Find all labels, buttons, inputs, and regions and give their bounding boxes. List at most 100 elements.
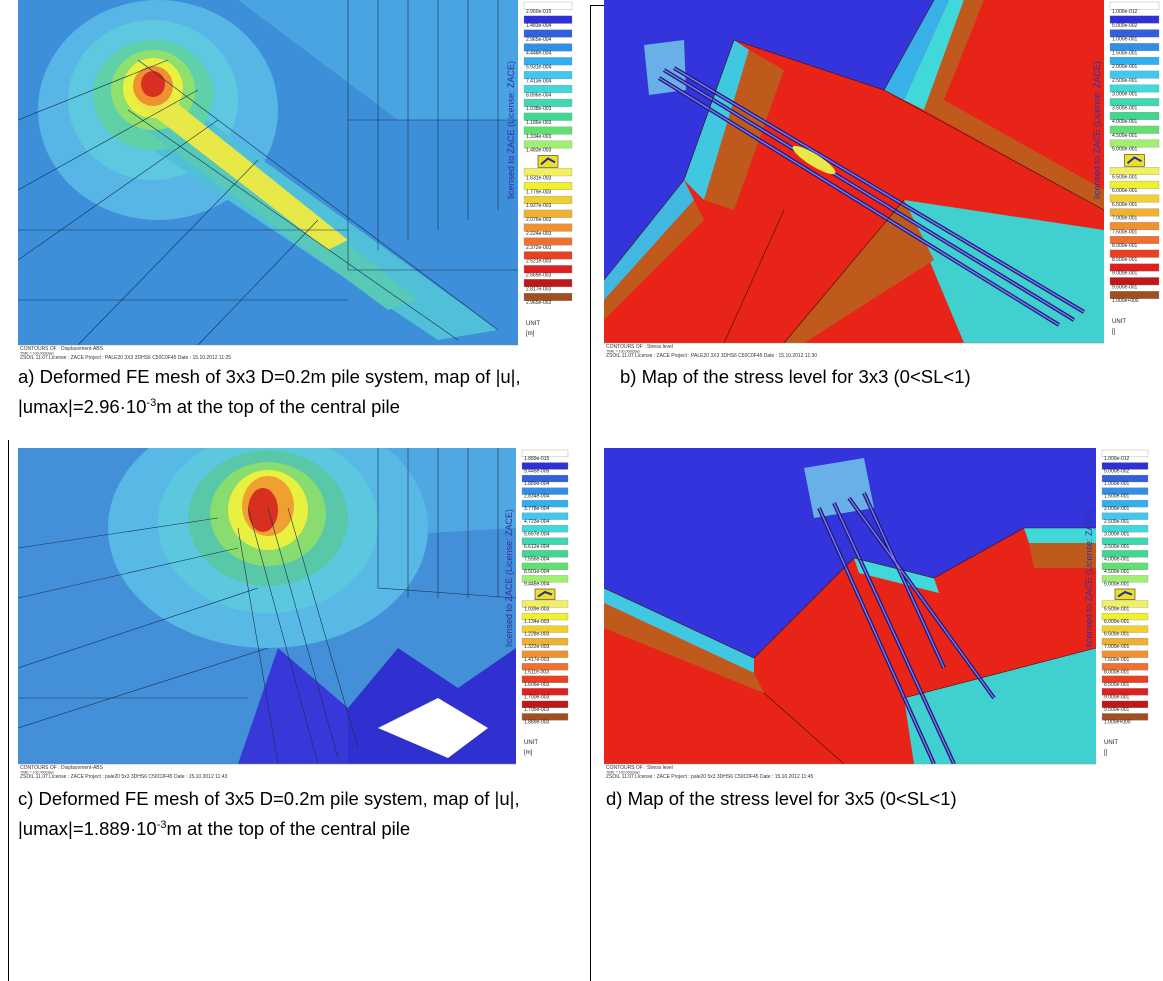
legend-label: 1.000e+000 <box>1104 719 1131 725</box>
unit-label: UNIT <box>524 740 538 746</box>
caption-text: m at the top of the central pile <box>156 396 400 417</box>
legend-label: 1.000e-012 <box>1112 9 1138 15</box>
license-note: licensed to ZACE (License: ZACE) <box>1092 61 1102 199</box>
legend-label: 1.186e-003 <box>526 120 552 126</box>
unit: [m] <box>526 331 535 337</box>
legend-label: 5.000e-001 <box>1112 147 1138 153</box>
contour-art <box>18 448 516 764</box>
figure-d: 1.000e-012 5.000e-002 1.000e-001 1.500e-001… <box>604 448 1152 779</box>
legend-label: 1.038e-003 <box>526 106 552 112</box>
page: 2.960e-015 1.483e-004 2.965e-004 4.448e-004… <box>0 0 1163 981</box>
legend-label: 1.000e-001 <box>1104 481 1130 487</box>
unit-label: UNIT <box>526 321 540 327</box>
legend-label: 2.817e-003 <box>526 286 552 292</box>
legend-label: 6.612e-004 <box>524 544 550 550</box>
legend-label: 1.779e-003 <box>526 189 552 195</box>
legend-label: 2.965e-003 <box>526 300 552 306</box>
caption-exponent: -3 <box>157 819 167 831</box>
legend-label: 1.000e+000 <box>1112 298 1139 304</box>
legend-label: 7.500e-001 <box>1112 229 1138 235</box>
contour-art <box>604 0 1104 343</box>
legend-label: 8.000e-001 <box>1112 243 1138 249</box>
legend-label: 8.896e-004 <box>526 92 552 98</box>
legend-label: 2.669e-003 <box>526 273 552 279</box>
caption-d: d) Map of the stress level for 3x5 (0<SL… <box>606 785 1146 812</box>
legend-label: 1.039e-003 <box>524 607 550 613</box>
legend-label: 6.500e-001 <box>1104 632 1130 638</box>
caption-exponent: -3 <box>146 397 156 409</box>
legend-label: 2.960e-015 <box>526 9 552 15</box>
legend-label: 3.500e-001 <box>1112 105 1138 111</box>
figure-c: 1.889e-015 9.445e-005 1.889e-004 2.834e-004… <box>18 448 572 779</box>
legend-label: 2.500e-001 <box>1112 78 1138 84</box>
legend-label: 8.500e-001 <box>1104 682 1130 688</box>
legend-label: 1.700e-003 <box>524 694 550 700</box>
legend-label: 1.228e-003 <box>524 632 550 638</box>
legend-label: 2.834e-004 <box>524 494 550 500</box>
legend-label: 5.931e-004 <box>526 65 552 71</box>
legend-label: 6.000e-001 <box>1104 619 1130 625</box>
legend-label: 1.889e-004 <box>524 481 550 487</box>
unit: [] <box>1104 750 1108 756</box>
legend-label: 3.000e-001 <box>1104 531 1130 537</box>
legend-label: 7.000e-001 <box>1112 216 1138 222</box>
legend-label: 1.483e-003 <box>526 148 552 154</box>
contour-art <box>604 448 1096 764</box>
caption-text: m at the top of the central pile <box>166 818 410 839</box>
caption-text: b) Map of the stress level for 3x3 (0<SL… <box>620 366 971 387</box>
license-note: licensed to ZACE (License: ZACE) <box>1084 509 1094 647</box>
legend-label: 1.927e-003 <box>526 203 552 209</box>
legend-label: 9.000e-001 <box>1112 271 1138 277</box>
legend-label: 3.500e-001 <box>1104 544 1130 550</box>
unit: [m] <box>524 750 533 756</box>
legend-label: 1.000e-001 <box>1112 37 1138 43</box>
footer-line: ZSOIL 11.07 License : ZACE Project : PAL… <box>20 355 231 360</box>
legend-label: 4.723e-004 <box>524 519 550 525</box>
footer-line: ZSOIL 11.07 License : ZACE Project : pal… <box>20 774 227 779</box>
legend-label: 5.000e-001 <box>1104 581 1130 587</box>
unit-label: UNIT <box>1104 740 1118 746</box>
legend-label: 8.501e-004 <box>524 569 550 575</box>
legend-label: 6.000e-001 <box>1112 188 1138 194</box>
legend-label: 2.965e-004 <box>526 37 552 43</box>
legend-label: 7.413e-004 <box>526 78 552 84</box>
caption-c: c) Deformed FE mesh of 3x5 D=0.2m pile s… <box>18 785 578 842</box>
legend-label: 4.500e-001 <box>1112 133 1138 139</box>
legend-label: 2.076e-003 <box>526 217 552 223</box>
unit-label: UNIT <box>1112 319 1126 325</box>
legend-label: 9.445e-005 <box>524 469 550 475</box>
table-rule <box>590 5 591 981</box>
legend-label: 1.000e-012 <box>1104 456 1130 462</box>
legend-label: 1.889e-015 <box>524 456 550 462</box>
legend-label: 5.000e-002 <box>1104 469 1130 475</box>
legend-label: 2.521e-003 <box>526 259 552 265</box>
figure-b: 1.000e-012 5.000e-002 1.000e-001 1.500e-001… <box>604 0 1163 358</box>
table-rule <box>8 440 9 981</box>
legend-label: 2.000e-001 <box>1104 506 1130 512</box>
footer-line: ZSOIL 11.07 License : ZACE Project : PAL… <box>606 353 817 358</box>
license-note: licensed to ZACE (License: ZACE) <box>506 61 516 199</box>
legend-label: 1.417e-003 <box>524 657 550 663</box>
legend-label: 6.500e-001 <box>1112 202 1138 208</box>
legend-label: 7.000e-001 <box>1104 644 1130 650</box>
legend-label: 5.500e-001 <box>1112 174 1138 180</box>
legend-label: 1.322e-003 <box>524 644 550 650</box>
legend-label: 2.224e-003 <box>526 231 552 237</box>
legend-label: 5.000e-002 <box>1112 23 1138 29</box>
legend-label: 7.500e-001 <box>1104 657 1130 663</box>
legend-label: 9.000e-001 <box>1104 694 1130 700</box>
legend-label: 1.500e-001 <box>1104 494 1130 500</box>
legend-label: 1.606e-003 <box>524 682 550 688</box>
legend-label: 4.448e-004 <box>526 51 552 57</box>
legend-label: 1.134e-003 <box>524 619 550 625</box>
legend-label: 1.500e-001 <box>1112 50 1138 56</box>
legend-label: 1.889e-003 <box>524 719 550 725</box>
legend-label: 1.334e-003 <box>526 134 552 140</box>
legend-label: 1.631e-003 <box>526 175 552 181</box>
legend-label: 5.667e-004 <box>524 531 550 537</box>
legend-label: 1.483e-004 <box>526 23 552 29</box>
legend-label: 8.500e-001 <box>1112 257 1138 263</box>
legend-label: 7.556e-004 <box>524 556 550 562</box>
legend-label: 2.000e-001 <box>1112 64 1138 70</box>
license-note: licensed to ZACE (License: ZACE) <box>504 509 514 647</box>
